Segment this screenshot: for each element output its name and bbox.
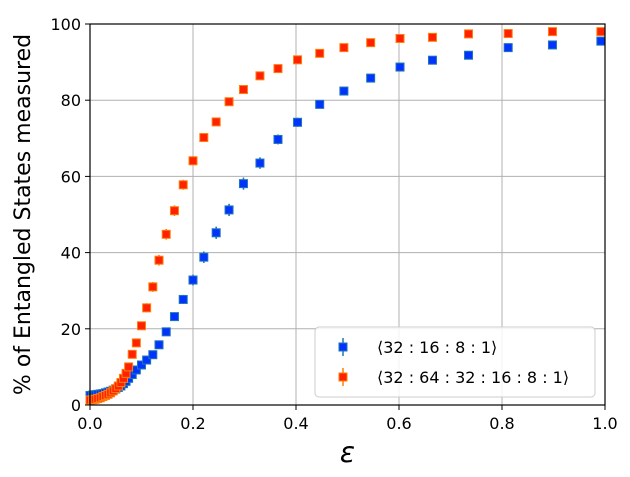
data-point <box>464 29 474 39</box>
data-point <box>188 275 198 285</box>
data-point <box>273 64 283 74</box>
data-point <box>547 40 557 50</box>
x-axis-label: ε <box>340 436 355 469</box>
data-point <box>169 312 179 322</box>
data-point <box>124 362 134 372</box>
data-point <box>154 340 164 350</box>
data-markers <box>85 27 606 405</box>
y-tick-label: 0 <box>71 396 81 415</box>
data-point <box>169 206 179 216</box>
data-point <box>127 349 137 359</box>
data-point <box>154 255 164 265</box>
data-point <box>464 50 474 60</box>
data-point <box>238 85 248 95</box>
data-point <box>161 327 171 337</box>
data-point <box>339 86 349 96</box>
data-point <box>148 350 158 360</box>
x-tick-label: 0.2 <box>180 414 205 433</box>
y-tick-label: 100 <box>50 15 81 34</box>
data-point <box>427 32 437 42</box>
data-point <box>161 229 171 239</box>
data-point <box>137 360 146 370</box>
x-tick-label: 0.8 <box>489 414 514 433</box>
data-point <box>255 71 265 81</box>
data-point <box>315 48 325 58</box>
data-point <box>137 321 146 331</box>
legend-entry: ⟨32 : 16 : 8 : 1⟩ <box>338 338 497 357</box>
x-tick-label: 0.0 <box>77 414 102 433</box>
data-point <box>339 43 349 53</box>
data-point <box>211 228 221 238</box>
data-point <box>293 55 303 65</box>
data-point <box>142 303 152 313</box>
data-point <box>188 156 198 166</box>
data-point <box>255 158 265 168</box>
y-tick-label: 60 <box>61 167 81 186</box>
data-point <box>503 29 513 39</box>
legend-marker <box>338 372 348 382</box>
data-point <box>293 117 303 127</box>
data-point <box>503 43 513 53</box>
data-point <box>596 27 606 37</box>
data-point <box>395 62 405 72</box>
legend-marker <box>338 342 348 352</box>
data-point <box>142 355 152 365</box>
y-tick-label: 40 <box>61 244 81 263</box>
data-point <box>547 27 557 37</box>
data-point <box>273 134 283 144</box>
legend-box <box>314 326 596 398</box>
data-point <box>596 36 606 46</box>
x-tick-label: 1.0 <box>592 414 617 433</box>
data-point <box>315 99 325 109</box>
data-point <box>427 55 437 65</box>
legend-entry: ⟨32 : 64 : 32 : 16 : 8 : 1⟩ <box>338 368 569 387</box>
ticks: 0.0 0.2 0.4 0.6 0.8 1.0 0 20 40 60 80 100 <box>50 15 617 433</box>
legend: ⟨32 : 16 : 8 : 1⟩ ⟨32 : 64 : 32 : 16 : 8… <box>314 326 596 398</box>
data-point <box>211 117 221 127</box>
x-tick-label: 0.4 <box>283 414 308 433</box>
data-point <box>199 252 209 262</box>
data-point <box>224 97 234 107</box>
y-tick-label: 20 <box>61 320 81 339</box>
data-point <box>178 180 188 190</box>
y-axis-label: % of Entangled States measured <box>11 34 36 395</box>
data-point <box>224 205 234 215</box>
plot-frame <box>89 23 606 406</box>
legend-label: ⟨32 : 16 : 8 : 1⟩ <box>377 338 497 357</box>
data-point <box>395 33 405 43</box>
data-point <box>366 38 376 48</box>
x-tick-label: 0.6 <box>386 414 411 433</box>
data-point <box>238 179 248 189</box>
data-point <box>131 338 141 348</box>
data-point <box>148 282 158 292</box>
legend-label: ⟨32 : 64 : 32 : 16 : 8 : 1⟩ <box>377 368 569 387</box>
y-tick-label: 80 <box>61 91 81 110</box>
data-point <box>199 133 209 143</box>
data-point <box>178 294 188 304</box>
data-point <box>366 73 376 83</box>
